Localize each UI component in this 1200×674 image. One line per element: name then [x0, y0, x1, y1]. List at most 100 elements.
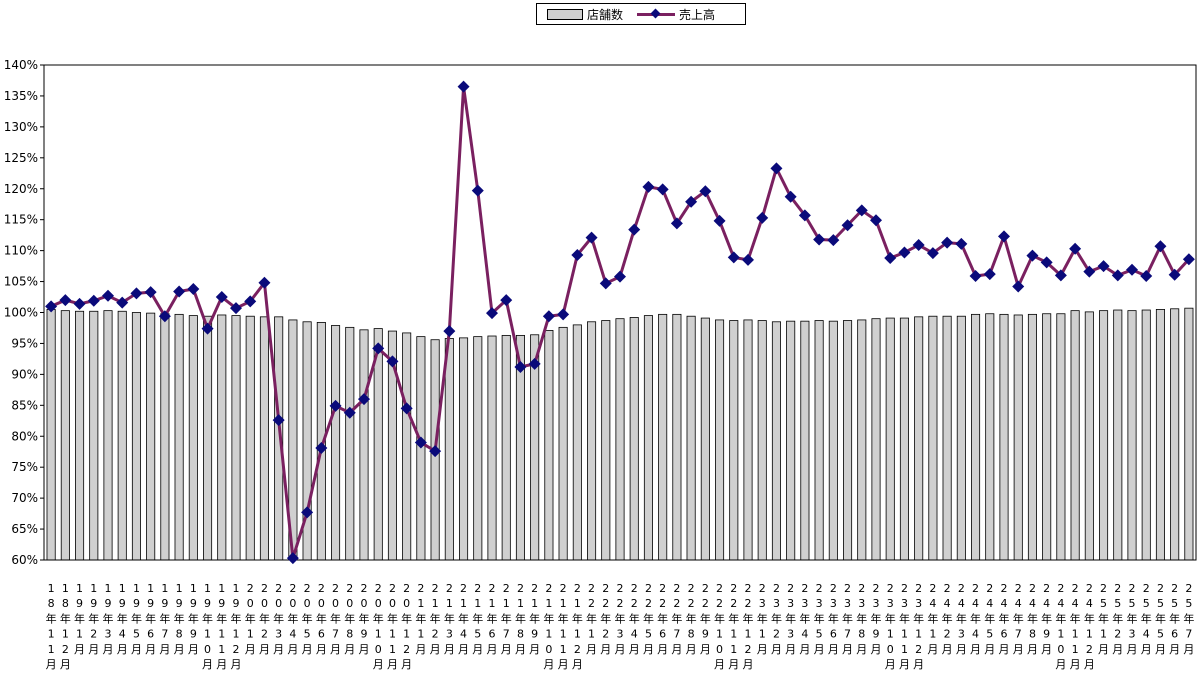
store-count-bar [658, 313, 668, 561]
store-count-bar [899, 317, 909, 561]
store-count-bar [1056, 313, 1066, 561]
y-axis-tick-labels: 60% 65% 70% 75% 80% 85% 90% 95% 100% 105% 110% 115%… [4, 58, 44, 567]
store-count-bar [160, 313, 170, 561]
y-tick-label: 60% [11, 553, 38, 567]
sales-marker [827, 234, 840, 247]
y-tick-label: 85% [11, 398, 38, 412]
sales-marker [1111, 269, 1124, 282]
sales-marker [713, 214, 726, 227]
sales-marker [1083, 265, 1096, 278]
store-count-bar [544, 330, 554, 561]
sales-marker [628, 223, 641, 236]
sales-marker [841, 219, 854, 232]
store-count-bar [1070, 310, 1080, 561]
store-count-bar [587, 321, 597, 561]
store-count-bar [843, 320, 853, 561]
legend-line-swatch [637, 8, 676, 20]
sales-marker [244, 295, 257, 308]
sales-marker [45, 300, 58, 313]
store-count-bar [231, 315, 241, 561]
sales-marker [528, 357, 541, 370]
store-count-bar [985, 313, 995, 561]
sales-marker [486, 307, 498, 320]
sales-marker [1054, 269, 1067, 282]
store-count-bar [700, 317, 710, 561]
sales-marker [557, 308, 570, 321]
sales-marker [855, 204, 868, 217]
store-count-bars [46, 307, 1194, 561]
store-count-bar [245, 315, 255, 561]
y-tick-label: 110% [4, 244, 38, 258]
sales-marker [400, 402, 413, 415]
sales-marker [386, 355, 399, 368]
sales-marker [585, 231, 598, 244]
sales-marker [870, 214, 882, 227]
store-count-bar [814, 320, 824, 561]
sales-marker [1126, 263, 1138, 276]
store-count-bar [558, 326, 568, 561]
sales-marker [1069, 242, 1082, 255]
sales-marker [329, 399, 342, 412]
store-count-bar [331, 325, 341, 561]
sales-marker [372, 342, 385, 355]
sales-marker [685, 195, 698, 208]
store-count-bar [131, 312, 141, 561]
store-count-bar [359, 329, 369, 561]
store-count-bar [146, 312, 156, 561]
sales-marker [756, 211, 769, 224]
store-count-bar [117, 310, 127, 561]
sales-marker [87, 294, 100, 307]
sales-marker [500, 294, 513, 307]
store-count-bar [629, 317, 639, 561]
sales-marker [429, 445, 442, 458]
store-count-bar [1113, 309, 1123, 561]
sales-marker [571, 248, 584, 261]
store-count-bar [1013, 314, 1023, 561]
sales-marker [614, 270, 626, 283]
sales-marker [1012, 280, 1025, 293]
sales-marker [102, 289, 114, 302]
sales-marker [343, 406, 356, 419]
y-tick-label: 75% [11, 460, 38, 474]
store-count-bar [928, 315, 938, 561]
sales-marker [1182, 253, 1195, 266]
y-tick-label: 100% [4, 306, 38, 320]
legend-label-sales: 売上高 [679, 7, 716, 22]
